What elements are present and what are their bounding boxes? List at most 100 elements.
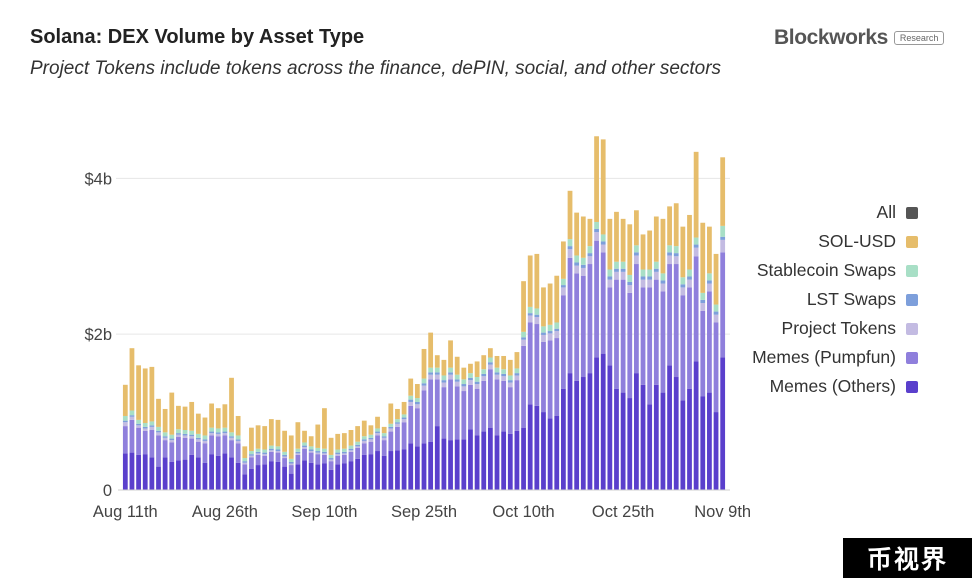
bar-segment xyxy=(494,374,500,380)
bar-segment xyxy=(614,388,619,490)
watermark: 币视界 xyxy=(843,538,972,578)
bar-segment xyxy=(487,357,493,363)
legend-item[interactable]: Memes (Others) xyxy=(770,372,918,401)
bar-segment xyxy=(169,434,175,439)
bar-segment xyxy=(361,454,367,490)
bar-segment xyxy=(687,287,692,389)
bar-segment xyxy=(640,234,646,270)
bar-segment xyxy=(454,386,460,440)
bar-segment xyxy=(501,376,507,381)
bar-segment xyxy=(288,435,294,459)
bar-segment xyxy=(441,438,447,490)
bar-segment xyxy=(355,441,361,445)
x-tick-label: Nov 9th xyxy=(694,503,751,521)
bar-segment xyxy=(594,136,599,222)
bar-segment xyxy=(494,372,500,375)
bar-segment xyxy=(521,427,526,490)
bar-segment xyxy=(282,456,288,459)
legend-item[interactable]: LST Swaps xyxy=(807,285,918,314)
bar-segment xyxy=(554,322,560,329)
bar-segment xyxy=(700,396,706,490)
legend-label: SOL-USD xyxy=(818,231,896,251)
bar-segment xyxy=(222,427,228,432)
bar-segment xyxy=(395,408,400,420)
bar-segment xyxy=(408,405,414,444)
legend-swatch xyxy=(906,206,918,219)
bar-segment xyxy=(328,458,334,460)
bar-segment xyxy=(667,252,672,256)
bar-segment xyxy=(614,268,619,272)
bar-segment xyxy=(122,415,128,421)
bar-segment xyxy=(361,440,367,444)
bar-segment xyxy=(673,377,679,490)
bar-segment xyxy=(408,378,414,396)
bar-segment xyxy=(653,384,659,490)
bar-segment xyxy=(249,457,254,469)
bar-segment xyxy=(640,269,646,277)
bar-segment xyxy=(122,426,128,454)
bar-segment xyxy=(647,287,653,405)
bar-segment xyxy=(700,303,706,311)
bar-segment xyxy=(527,313,533,316)
bar-segment xyxy=(341,463,347,490)
bar-segment xyxy=(454,379,460,382)
bar-segment xyxy=(687,276,692,280)
bar-segment xyxy=(640,384,646,490)
y-tick-label: $4b xyxy=(84,170,112,188)
legend-item[interactable]: SOL-USD xyxy=(818,227,918,256)
bar-segment xyxy=(322,454,327,464)
bar-segment xyxy=(328,469,334,490)
bar-segment xyxy=(176,433,181,435)
bar-segment xyxy=(395,426,400,451)
bar-segment xyxy=(341,448,347,452)
bar-segment xyxy=(202,440,208,444)
legend-label: All xyxy=(876,202,896,222)
bar-segment xyxy=(414,408,420,447)
bar-segment xyxy=(428,372,434,375)
bar-segment xyxy=(700,299,706,303)
bar-segment xyxy=(587,218,593,247)
bar-segment xyxy=(501,380,507,432)
bar-segment xyxy=(388,426,394,429)
legend-swatch xyxy=(906,293,918,306)
bar-segment xyxy=(647,276,653,280)
legend-item[interactable]: All xyxy=(877,198,918,227)
bar-segment xyxy=(547,324,553,332)
bar-segment xyxy=(222,435,228,454)
brand-name: Blockworks xyxy=(774,26,888,49)
bar-segment xyxy=(607,365,613,490)
bar-segment xyxy=(720,239,726,253)
bar-segment xyxy=(308,451,314,453)
bar-segment xyxy=(202,439,208,441)
bar-segment xyxy=(720,357,726,490)
bar-segment xyxy=(156,398,161,427)
bar-segment xyxy=(634,373,639,491)
bar-segment xyxy=(547,418,553,490)
bar-segment xyxy=(288,463,294,466)
bar-segment xyxy=(215,432,221,434)
bar-segment xyxy=(574,380,580,490)
bar-segment xyxy=(541,412,546,490)
legend-item[interactable]: Project Tokens xyxy=(782,314,918,343)
bar-segment xyxy=(268,450,274,452)
bar-segment xyxy=(136,365,141,420)
bar-segment xyxy=(594,232,599,241)
bar-segment xyxy=(355,458,361,490)
bar-segment xyxy=(454,356,460,375)
bar-segment xyxy=(355,426,361,442)
legend-swatch xyxy=(906,351,918,364)
legend-item[interactable]: Stablecoin Swaps xyxy=(757,256,918,285)
bar-segment xyxy=(315,454,321,465)
bar-segment xyxy=(441,380,447,383)
bar-segment xyxy=(368,425,374,435)
bar-segment xyxy=(182,433,188,436)
bar-segment xyxy=(707,280,712,284)
chart-legend: All SOL-USD Stablecoin Swaps LST Swaps Proje… xyxy=(752,198,918,401)
bar-segment xyxy=(494,367,500,373)
legend-item[interactable]: Memes (Pumpfun) xyxy=(752,343,918,372)
bar-segment xyxy=(229,437,234,441)
bar-segment xyxy=(607,279,613,288)
bar-segment xyxy=(660,283,666,292)
bar-segment xyxy=(222,433,228,436)
bar-segment xyxy=(169,440,175,443)
